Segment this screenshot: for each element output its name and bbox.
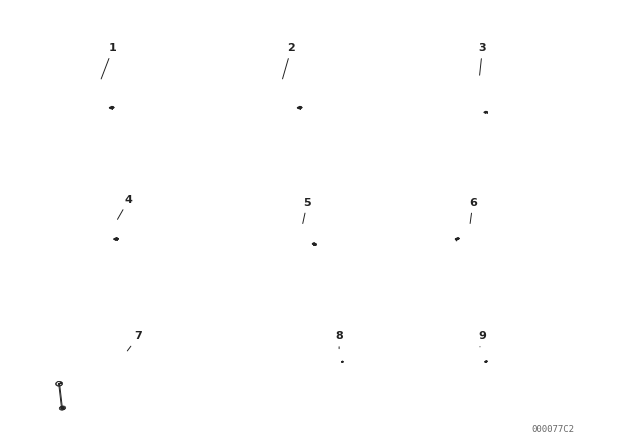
Text: 7: 7 [127, 331, 142, 351]
Polygon shape [484, 112, 486, 113]
Polygon shape [314, 243, 315, 245]
Polygon shape [456, 238, 460, 240]
Polygon shape [59, 383, 62, 384]
Polygon shape [298, 108, 300, 109]
Text: 3: 3 [479, 43, 486, 75]
Polygon shape [486, 111, 487, 112]
Polygon shape [111, 107, 114, 109]
Polygon shape [342, 361, 343, 362]
Polygon shape [61, 407, 64, 409]
Polygon shape [117, 239, 118, 240]
Text: 8: 8 [335, 331, 343, 349]
Polygon shape [58, 383, 62, 384]
Text: 1: 1 [101, 43, 116, 79]
Polygon shape [109, 106, 114, 108]
Text: 6: 6 [469, 198, 477, 224]
Polygon shape [486, 112, 487, 113]
Text: 2: 2 [282, 43, 295, 79]
Polygon shape [312, 244, 314, 245]
Polygon shape [116, 239, 118, 240]
Polygon shape [62, 408, 64, 409]
Polygon shape [312, 243, 315, 244]
Text: 000077C2: 000077C2 [531, 425, 574, 434]
Polygon shape [314, 243, 315, 244]
Polygon shape [114, 239, 116, 240]
Polygon shape [111, 108, 113, 109]
Text: 5: 5 [303, 198, 311, 224]
Polygon shape [112, 106, 114, 108]
Polygon shape [484, 361, 486, 362]
Polygon shape [342, 361, 343, 362]
Polygon shape [456, 237, 460, 240]
Polygon shape [300, 106, 302, 108]
Text: 4: 4 [118, 194, 132, 220]
Polygon shape [486, 112, 487, 113]
Polygon shape [458, 237, 460, 239]
Polygon shape [109, 108, 111, 109]
Polygon shape [298, 106, 302, 108]
Polygon shape [116, 237, 118, 239]
Text: 9: 9 [479, 331, 486, 347]
Polygon shape [314, 244, 315, 245]
Polygon shape [484, 111, 487, 113]
Polygon shape [300, 107, 302, 109]
Polygon shape [114, 237, 118, 240]
